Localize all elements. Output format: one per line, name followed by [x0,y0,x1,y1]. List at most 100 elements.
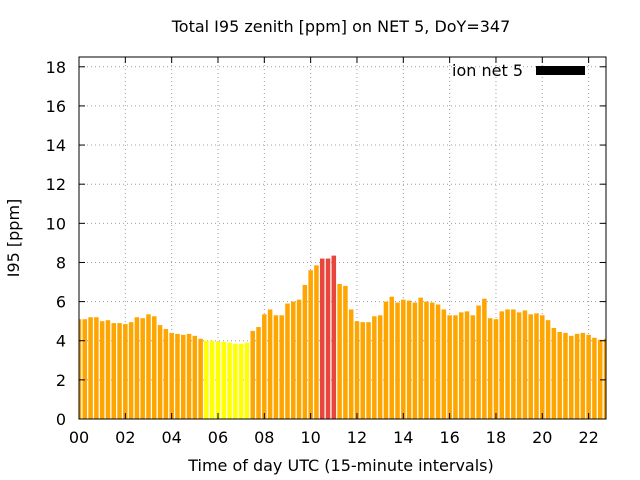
bar [528,314,533,419]
legend: ion net 5 [452,61,585,80]
bar [458,312,464,419]
bar [418,297,423,419]
bar [221,341,227,419]
bar [354,321,360,419]
bar [192,335,198,419]
y-tick-label: 2 [56,371,66,390]
bar [279,315,284,419]
bar [383,301,389,419]
bar [493,319,499,419]
bar [424,301,429,419]
bar [88,317,93,419]
x-tick-label: 10 [300,428,320,447]
y-tick-label: 0 [56,410,66,429]
bar [540,315,545,419]
bar [94,317,99,419]
bar [499,311,505,419]
bar [82,319,88,419]
x-tick-label: 02 [115,428,135,447]
bar [482,298,487,419]
bar [285,303,290,419]
bar [574,333,580,419]
x-tick-label: 00 [69,428,89,447]
x-tick-label: 04 [161,428,181,447]
x-tick-label: 12 [347,428,367,447]
bar [348,309,354,419]
bar [377,315,383,419]
x-tick-label: 06 [208,428,228,447]
bar [169,332,174,419]
bar [111,323,117,419]
gridlines [79,57,606,419]
y-tick-label: 8 [56,253,66,272]
bar [267,309,273,419]
bar [592,337,597,419]
y-tick-label: 12 [46,175,66,194]
bar [204,340,209,419]
x-axis-label: Time of day UTC (15-minute intervals) [187,456,494,475]
bar [273,315,279,419]
bar [180,334,186,419]
bar [447,315,452,419]
y-tick-label: 10 [46,214,66,233]
bar [568,335,574,419]
bar [296,299,302,419]
bar [360,322,366,419]
bar [250,330,255,419]
bar [366,322,371,419]
bar [372,316,377,419]
bar [487,318,493,419]
y-tick-label: 14 [46,136,66,155]
x-tick-label: 08 [254,428,274,447]
bar [406,300,412,419]
legend-label: ion net 5 [452,61,523,80]
bar [186,333,192,419]
bar [534,313,539,419]
bar [152,316,157,419]
bar [146,314,151,419]
bar [314,265,319,419]
bar [157,325,163,419]
bar [244,342,250,419]
bar [227,342,232,419]
bar [128,322,134,419]
y-tick-label: 18 [46,58,66,77]
bar [586,334,591,419]
bar [545,320,551,419]
bar [175,333,180,419]
bar [325,258,331,419]
bar [123,324,128,419]
bar [308,270,313,419]
bar [215,341,221,419]
bar [79,319,82,419]
bar [563,332,568,419]
bar [140,318,145,419]
x-tick-label: 14 [393,428,413,447]
bar [134,317,140,419]
y-tick-label: 16 [46,97,66,116]
bar [389,296,394,419]
bar [412,302,418,419]
bar [603,338,606,419]
bar [505,309,510,419]
bar [302,284,308,419]
bar [337,283,342,419]
bar [256,327,261,419]
bar [401,299,406,419]
bar [209,340,215,419]
bar [464,311,470,419]
x-tick-label: 16 [439,428,459,447]
bar [470,315,476,419]
bar [580,332,586,419]
y-tick-label: 6 [56,293,66,312]
bar [476,305,481,419]
bar [99,321,105,419]
x-tick-label: 22 [578,428,598,447]
bar [163,328,169,419]
x-tick-label: 20 [532,428,552,447]
bar [453,315,458,419]
bar [331,255,337,419]
bar [551,328,557,419]
